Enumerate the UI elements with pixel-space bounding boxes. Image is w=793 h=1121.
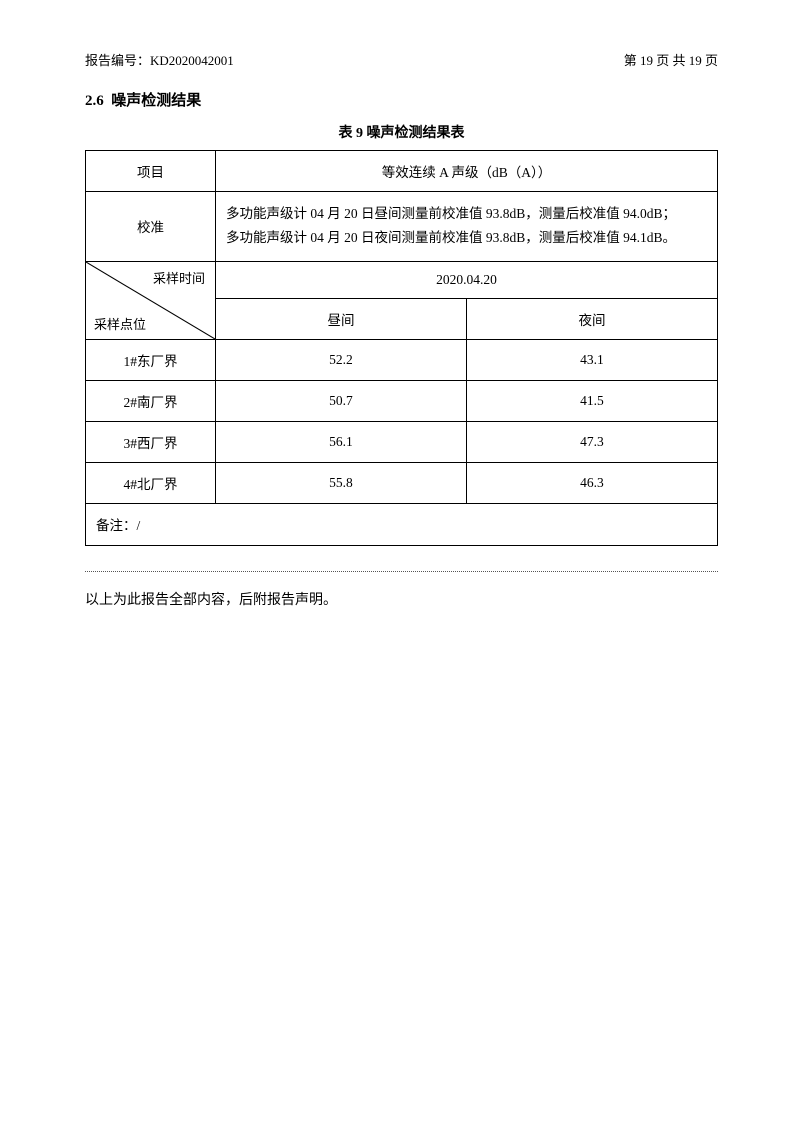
sampling-time-label: 采样时间 (153, 268, 205, 287)
table-row: 项目 等效连续 A 声级（dB（A）） (86, 151, 718, 192)
day-value-cell: 55.8 (216, 462, 467, 503)
date-cell: 2020.04.20 (216, 261, 718, 298)
night-value-cell: 46.3 (466, 462, 717, 503)
remark-cell: 备注：/ (86, 503, 718, 545)
point-cell: 4#北厂界 (86, 462, 216, 503)
table-caption: 表 9 噪声检测结果表 (85, 122, 718, 142)
table-row: 1#东厂界 52.2 43.1 (86, 339, 718, 380)
report-number: 报告编号：KD2020042001 (85, 50, 234, 69)
night-value-cell: 41.5 (466, 380, 717, 421)
point-cell: 3#西厂界 (86, 421, 216, 462)
table-row: 备注：/ (86, 503, 718, 545)
day-value-cell: 52.2 (216, 339, 467, 380)
sampling-point-label: 采样点位 (94, 314, 146, 333)
closing-statement: 以上为此报告全部内容，后附报告声明。 (85, 590, 718, 612)
page-header: 报告编号：KD2020042001 第 19 页 共 19 页 (85, 50, 718, 69)
page-indicator: 第 19 页 共 19 页 (624, 50, 718, 69)
calibration-line: 多功能声级计 04 月 20 日昼间测量前校准值 93.8dB，测量后校准值 9… (226, 202, 709, 226)
night-value-cell: 47.3 (466, 421, 717, 462)
day-value-cell: 56.1 (216, 421, 467, 462)
day-value-cell: 50.7 (216, 380, 467, 421)
calibration-content-cell: 多功能声级计 04 月 20 日昼间测量前校准值 93.8dB，测量后校准值 9… (216, 192, 718, 262)
calibration-label-cell: 校准 (86, 192, 216, 262)
table-row: 2#南厂界 50.7 41.5 (86, 380, 718, 421)
divider-dotted (85, 571, 718, 572)
point-cell: 2#南厂界 (86, 380, 216, 421)
diagonal-header-cell: 采样时间 采样点位 (86, 261, 216, 339)
table-row: 校准 多功能声级计 04 月 20 日昼间测量前校准值 93.8dB，测量后校准… (86, 192, 718, 262)
nighttime-header-cell: 夜间 (466, 298, 717, 339)
table-row: 3#西厂界 56.1 47.3 (86, 421, 718, 462)
sound-level-header-cell: 等效连续 A 声级（dB（A）） (216, 151, 718, 192)
point-cell: 1#东厂界 (86, 339, 216, 380)
section-title: 2.6 噪声检测结果 (85, 89, 718, 110)
table-row: 4#北厂界 55.8 46.3 (86, 462, 718, 503)
project-header-cell: 项目 (86, 151, 216, 192)
daytime-header-cell: 昼间 (216, 298, 467, 339)
calibration-line: 多功能声级计 04 月 20 日夜间测量前校准值 93.8dB，测量后校准值 9… (226, 226, 709, 250)
noise-results-table: 项目 等效连续 A 声级（dB（A）） 校准 多功能声级计 04 月 20 日昼… (85, 150, 718, 546)
night-value-cell: 43.1 (466, 339, 717, 380)
table-row: 采样时间 采样点位 2020.04.20 (86, 261, 718, 298)
